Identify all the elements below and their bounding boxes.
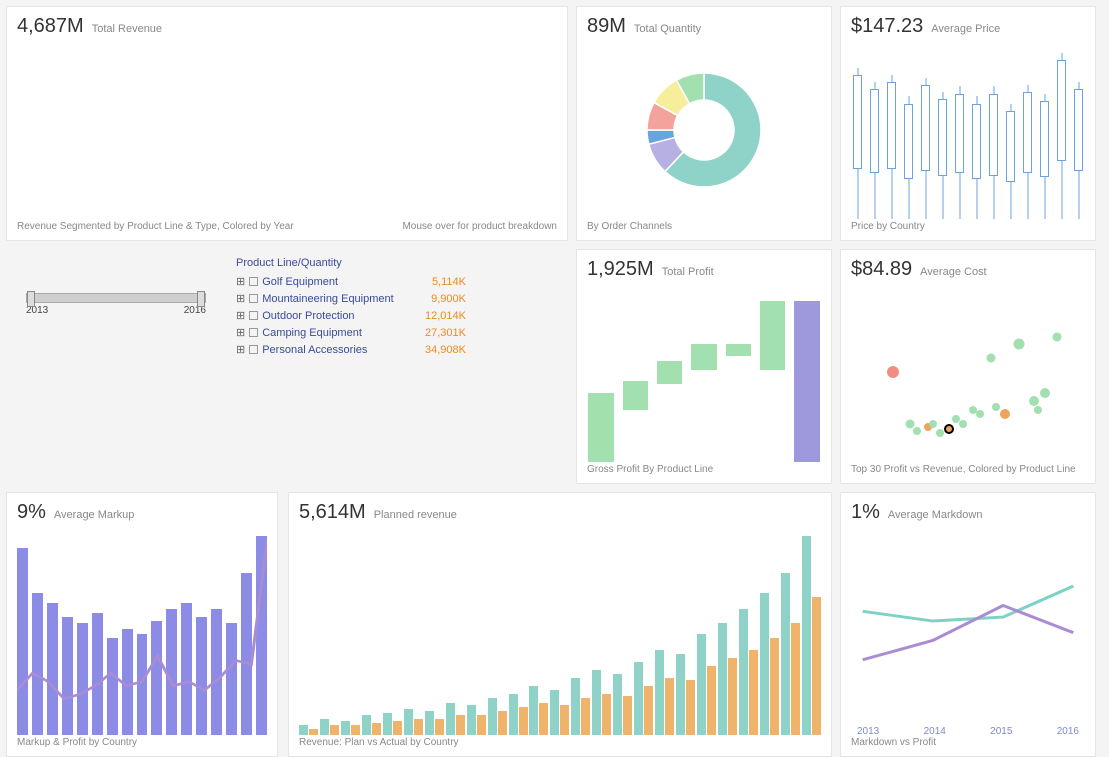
legend-title: Product Line/Quantity (236, 257, 466, 269)
legend-value: 34,908K (425, 344, 466, 356)
checkbox[interactable] (249, 328, 258, 337)
markup-card: 9% Average Markup Markup & Profit by Cou… (6, 492, 278, 757)
expand-icon[interactable]: ⊞ (236, 309, 245, 322)
checkbox[interactable] (249, 277, 258, 286)
slider-thumb-min[interactable] (27, 291, 35, 307)
markdown-footer: Markdown vs Profit (851, 737, 1085, 748)
x-axis-label: 2016 (1057, 726, 1079, 737)
markup-chart[interactable] (17, 524, 267, 737)
markup-footer: Markup & Profit by Country (17, 737, 267, 748)
revenue-footer-right: Mouse over for product breakdown (402, 221, 557, 232)
filter-panel: 2013 2016 Product Line/Quantity ⊞ Golf E… (6, 249, 568, 484)
price-footer: Price by Country (851, 221, 1085, 232)
revenue-footer-left: Revenue Segmented by Product Line & Type… (17, 221, 294, 232)
expand-icon[interactable]: ⊞ (236, 343, 245, 356)
legend-value: 27,301K (425, 327, 466, 339)
cost-card: $84.89 Average Cost Top 30 Profit vs Rev… (840, 249, 1096, 484)
profit-value: 1,925M (587, 258, 654, 281)
x-axis-label: 2013 (857, 726, 879, 737)
price-card: $147.23 Average Price Price by Country (840, 6, 1096, 241)
legend-item[interactable]: ⊞ Golf Equipment 5,114K (236, 273, 466, 290)
expand-icon[interactable]: ⊞ (236, 275, 245, 288)
planned-card: 5,614M Planned revenue Revenue: Plan vs … (288, 492, 832, 757)
cost-value: $84.89 (851, 258, 912, 281)
quantity-chart[interactable] (587, 38, 821, 221)
x-axis-label: 2014 (924, 726, 946, 737)
quantity-card: 89M Total Quantity By Order Channels (576, 6, 832, 241)
legend-value: 5,114K (432, 276, 466, 288)
legend-value: 9,900K (431, 293, 466, 305)
legend-value: 12,014K (425, 310, 466, 322)
legend-item[interactable]: ⊞ Personal Accessories 34,908K (236, 341, 466, 358)
checkbox[interactable] (249, 345, 258, 354)
profit-chart[interactable] (587, 281, 821, 464)
markdown-chart[interactable] (851, 524, 1085, 718)
legend-item[interactable]: ⊞ Camping Equipment 27,301K (236, 324, 466, 341)
checkbox[interactable] (249, 311, 258, 320)
markup-value: 9% (17, 501, 46, 524)
quantity-label: Total Quantity (634, 23, 701, 35)
revenue-card: 4,687M Total Revenue Revenue Segmented b… (6, 6, 568, 241)
cost-footer: Top 30 Profit vs Revenue, Colored by Pro… (851, 464, 1085, 475)
price-chart[interactable] (851, 38, 1085, 221)
profit-card: 1,925M Total Profit Gross Profit By Prod… (576, 249, 832, 484)
cost-chart[interactable] (851, 281, 1085, 464)
planned-value: 5,614M (299, 501, 366, 524)
markdown-label: Average Markdown (888, 509, 983, 521)
legend-item[interactable]: ⊞ Mountaineering Equipment 9,900K (236, 290, 466, 307)
revenue-chart[interactable] (17, 38, 557, 221)
legend-name: Personal Accessories (262, 344, 421, 356)
planned-label: Planned revenue (374, 509, 457, 521)
legend-name: Camping Equipment (262, 327, 421, 339)
quantity-value: 89M (587, 15, 626, 38)
quantity-footer: By Order Channels (587, 221, 821, 232)
checkbox[interactable] (249, 294, 258, 303)
year-slider[interactable] (26, 293, 206, 303)
expand-icon[interactable]: ⊞ (236, 326, 245, 339)
slider-thumb-max[interactable] (197, 291, 205, 307)
revenue-label: Total Revenue (92, 23, 162, 35)
legend-name: Mountaineering Equipment (262, 293, 427, 305)
profit-footer: Gross Profit By Product Line (587, 464, 821, 475)
markdown-value: 1% (851, 501, 880, 524)
legend-item[interactable]: ⊞ Outdoor Protection 12,014K (236, 307, 466, 324)
markdown-card: 1% Average Markdown 2013 2014 2015 2016 Mar… (840, 492, 1096, 757)
legend-name: Outdoor Protection (262, 310, 421, 322)
x-axis-label: 2015 (990, 726, 1012, 737)
profit-label: Total Profit (662, 266, 714, 278)
cost-label: Average Cost (920, 266, 986, 278)
planned-footer: Revenue: Plan vs Actual by Country (299, 737, 821, 748)
revenue-value: 4,687M (17, 15, 84, 38)
planned-chart[interactable] (299, 524, 821, 737)
legend-name: Golf Equipment (262, 276, 428, 288)
markup-label: Average Markup (54, 509, 135, 521)
price-label: Average Price (931, 23, 1000, 35)
price-value: $147.23 (851, 15, 923, 38)
expand-icon[interactable]: ⊞ (236, 292, 245, 305)
